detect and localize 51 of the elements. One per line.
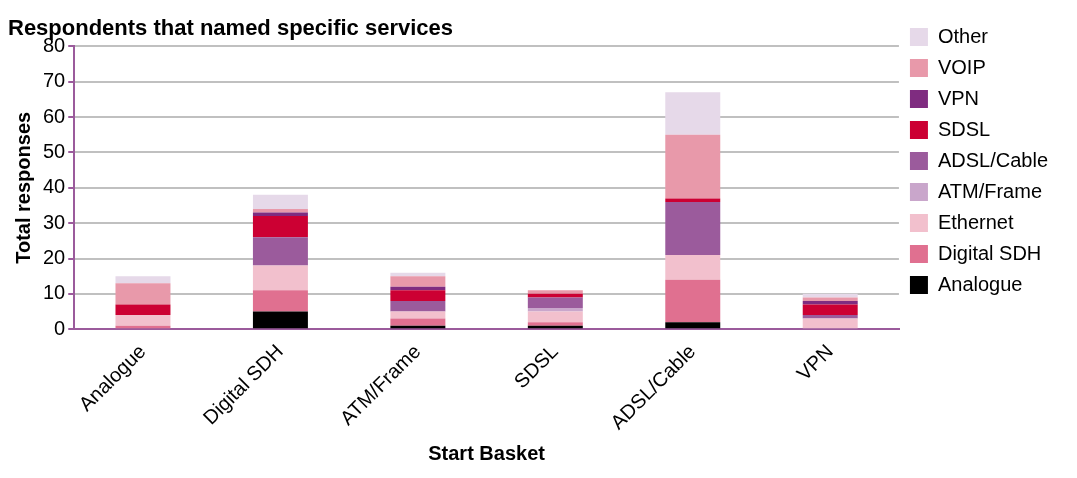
bar	[802, 297, 858, 301]
legend-label: Ethernet	[937, 210, 1014, 233]
legend-label: Analogue	[937, 272, 1023, 295]
bar	[390, 311, 446, 319]
bar	[665, 92, 721, 135]
bar	[527, 290, 583, 294]
legend-label: VPN	[937, 86, 980, 109]
bar	[527, 297, 583, 308]
legend-label: Other	[937, 24, 989, 47]
y-tick-label: 60	[43, 104, 66, 127]
bar	[527, 311, 583, 323]
legend-label: SDSL	[937, 117, 991, 140]
bar	[802, 304, 858, 316]
bar	[802, 318, 858, 329]
bar	[252, 209, 308, 213]
bar	[115, 304, 171, 316]
y-axis-title: Total responses	[11, 111, 34, 264]
y-tick-label: 50	[43, 139, 66, 162]
y-tick-label: 40	[43, 175, 66, 198]
bar	[665, 201, 721, 255]
bar	[390, 290, 446, 301]
y-tick-label: 10	[43, 281, 66, 304]
bar	[252, 290, 308, 312]
bar	[390, 318, 446, 326]
bar	[527, 308, 583, 312]
legend-label: Digital SDH	[937, 241, 1042, 264]
y-tick-label: 20	[43, 246, 66, 269]
y-tick-label: 0	[54, 316, 66, 339]
bar	[252, 216, 308, 238]
bar	[665, 322, 721, 329]
bar	[115, 276, 171, 284]
legend-label: ATM/Frame	[937, 179, 1043, 202]
bar	[665, 134, 721, 199]
y-tick-label: 70	[43, 69, 66, 92]
y-tick-label: 30	[43, 210, 66, 233]
bar	[665, 198, 721, 202]
legend-label: ADSL/Cable	[937, 148, 1048, 171]
bar	[115, 283, 171, 305]
bar	[252, 237, 308, 266]
legend-label: VOIP	[937, 55, 986, 78]
bar	[115, 315, 171, 326]
bar	[390, 300, 446, 312]
bar	[665, 279, 721, 323]
bar	[252, 265, 308, 291]
x-axis-title: Start Basket	[428, 441, 546, 464]
bar	[665, 254, 721, 280]
bar	[252, 194, 308, 210]
bar	[802, 315, 858, 319]
bar	[390, 276, 446, 287]
bar	[252, 311, 308, 329]
x-tick-label: VPN	[792, 339, 837, 385]
